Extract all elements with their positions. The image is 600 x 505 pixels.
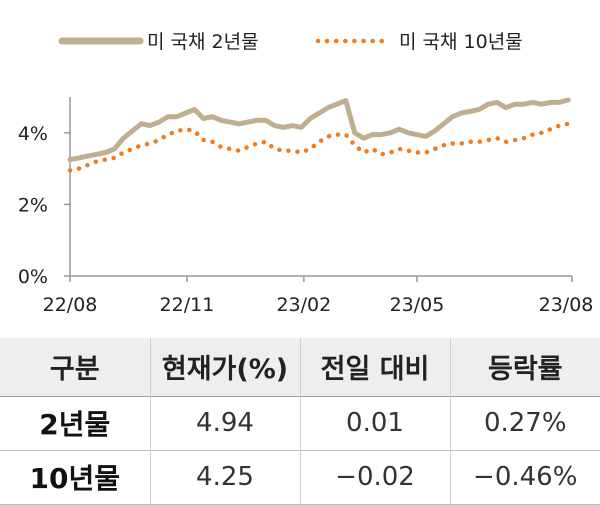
row-label: 10년물 xyxy=(29,462,121,495)
cell-current: 4.25 xyxy=(149,450,300,504)
header-rate: 등락률 xyxy=(449,338,600,396)
y-tick-label: 0% xyxy=(18,266,48,288)
header-current: 현재가(%) xyxy=(149,338,300,396)
cell-rate: 0.27% xyxy=(449,396,600,450)
header-category: 구분 xyxy=(49,354,100,386)
cell-change: 0.01 xyxy=(299,396,450,450)
cell-rate: −0.46% xyxy=(449,450,600,504)
cell-current: 4.94 xyxy=(149,396,300,450)
y-tick-label: 4% xyxy=(18,123,48,145)
table-row: 10년물 4.25 −0.02 −0.46% xyxy=(0,450,600,504)
yield-chart: 미 국채 2년물 미 국채 10년물 0% 2% 4% 22/08 22/11 23/02… xyxy=(18,31,594,316)
legend-label-10y: 미 국채 10년물 xyxy=(399,31,523,53)
y-tick-label: 2% xyxy=(18,194,48,216)
legend: 미 국채 2년물 미 국채 10년물 xyxy=(58,31,523,53)
series-line-2y xyxy=(67,97,571,163)
table-row: 2년물 4.94 0.01 0.27% xyxy=(0,396,600,450)
x-tick-label: 22/11 xyxy=(160,294,215,316)
yield-table: 구분 현재가(%) 전일 대비 등락률 2년물 4.94 0.01 0.27% … xyxy=(0,338,600,505)
series-line-10y xyxy=(67,121,571,173)
x-tick-label: 23/08 xyxy=(539,294,594,316)
table-header-row: 구분 현재가(%) 전일 대비 등락률 xyxy=(0,338,600,396)
row-label: 2년물 xyxy=(39,408,111,441)
cell-change: −0.02 xyxy=(299,450,450,504)
x-tick-label: 23/05 xyxy=(390,294,445,316)
legend-label-2y: 미 국채 2년물 xyxy=(147,31,259,53)
header-change: 전일 대비 xyxy=(299,338,450,396)
x-tick-label: 22/08 xyxy=(43,294,98,316)
x-tick-label: 23/02 xyxy=(276,294,331,316)
